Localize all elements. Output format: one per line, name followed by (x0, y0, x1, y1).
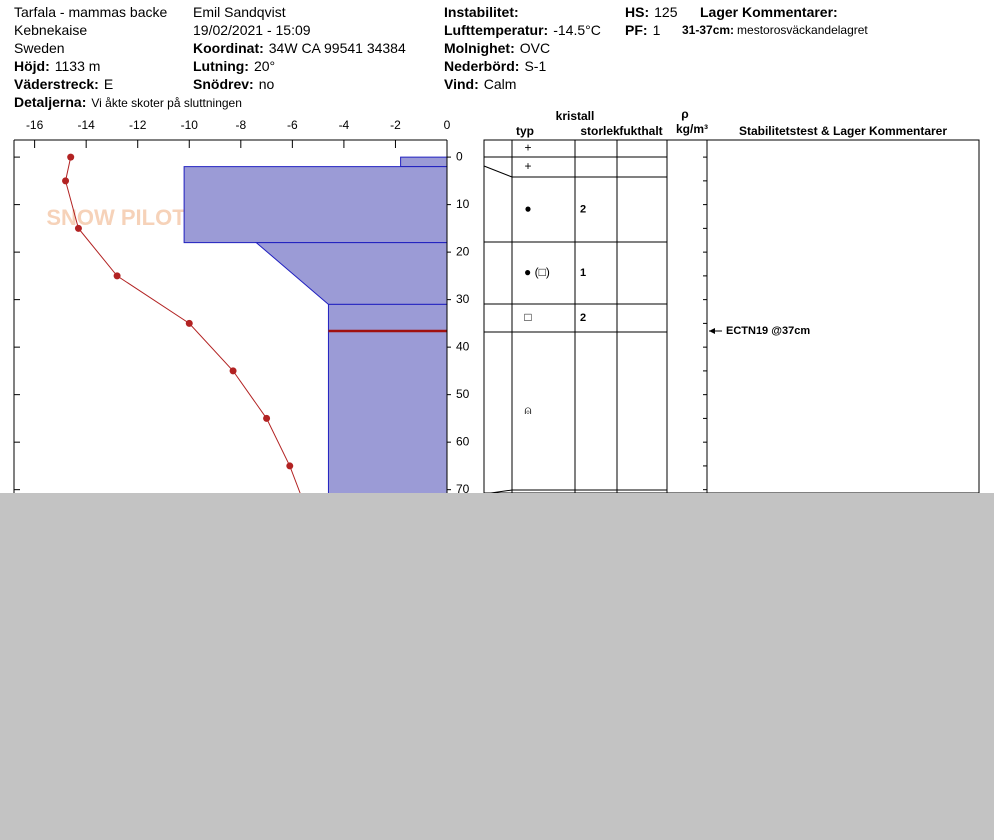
hs: HS: 125 (625, 4, 678, 20)
temperature-point (286, 462, 294, 470)
x-tick-label: -2 (390, 118, 401, 132)
table-header: storlek (580, 124, 620, 138)
comment: 31-37cm: mestorosväckandelagret (682, 23, 868, 37)
temperature-point (74, 224, 82, 232)
crystal-type: ● (□) (524, 265, 550, 279)
x-tick-label: -12 (129, 118, 147, 132)
y-tick-label: 20 (456, 244, 470, 258)
x-tick-label: -6 (287, 118, 298, 132)
table-header: kristall (556, 109, 595, 123)
crystal-type: ● (524, 202, 531, 216)
y-tick-label: 60 (456, 434, 470, 448)
stability-test: ECTN19 @37cm (726, 325, 810, 337)
country: Sweden (14, 40, 65, 56)
crystal-type: ⍝ (524, 403, 531, 417)
table-header: fukthalt (619, 124, 662, 138)
crystal-size: 1 (580, 267, 586, 279)
crystal-size: 2 (580, 203, 586, 215)
x-tick-label: 0 (444, 118, 451, 132)
temperature-point (113, 272, 121, 280)
crystal-type: + (524, 141, 531, 155)
x-tick-label: -4 (339, 118, 350, 132)
y-tick-label: 70 (456, 482, 470, 496)
datetime: 19/02/2021 - 15:09 (193, 22, 311, 38)
x-tick-label: -8 (235, 118, 246, 132)
y-tick-label: 0 (456, 149, 463, 163)
table-frame (483, 139, 980, 494)
y-tick-label: 50 (456, 387, 470, 401)
y-tick-label: 30 (456, 292, 470, 306)
hardness-layer (400, 156, 448, 168)
airtemp: Lufttemperatur: -14.5°C (444, 22, 601, 38)
temperature-point (263, 414, 271, 422)
crystal-type: □ (524, 310, 531, 324)
instability: Instabilitet: (444, 4, 519, 20)
details: Detaljerna: Vi åkte skoter på sluttningen (14, 94, 242, 110)
table-header: kg/m³ (676, 122, 708, 136)
hardness-layer (183, 166, 448, 244)
y-tick-label: 10 (456, 197, 470, 211)
y-tick-label: 40 (456, 339, 470, 353)
x-tick-label: -14 (77, 118, 95, 132)
comments-label: Lager Kommentarer: (700, 4, 838, 20)
table-header: Stabilitetstest & Lager Kommentarer (739, 124, 947, 138)
sky: Molnighet: OVC (444, 40, 551, 56)
table-header: typ (516, 124, 534, 138)
drift: Snödrev: no (193, 76, 275, 92)
wind: Vind: Calm (444, 76, 517, 92)
temperature-point (62, 177, 70, 185)
x-tick-label: -16 (26, 118, 44, 132)
precip: Nederbörd: S-1 (444, 58, 547, 74)
coord: Koordinat: 34W CA 99541 34384 (193, 40, 406, 56)
crystal-type: + (524, 159, 531, 173)
pf: PF: 1 (625, 22, 661, 38)
site: Tarfala - mammas backe (14, 4, 168, 20)
observer: Emil Sandqvist (193, 4, 286, 20)
slope: Lutning: 20° (193, 58, 276, 74)
crystal-size: 2 (580, 312, 586, 324)
hardness-layer (327, 303, 448, 495)
temperature-point (67, 153, 75, 161)
cover (0, 493, 994, 840)
row-connector (483, 165, 513, 178)
x-tick-label: -10 (181, 118, 199, 132)
table-header: ρ (681, 107, 688, 121)
logo: SNOW PILOT (46, 205, 186, 230)
arrow-head (709, 327, 715, 334)
hardness-layer (254, 242, 448, 305)
aspect: Väderstreck: E (14, 76, 114, 92)
elevation: Höjd: 1133 m (14, 58, 101, 74)
temperature-point (185, 319, 193, 327)
temperature-point (229, 367, 237, 375)
area: Kebnekaise (14, 22, 88, 38)
